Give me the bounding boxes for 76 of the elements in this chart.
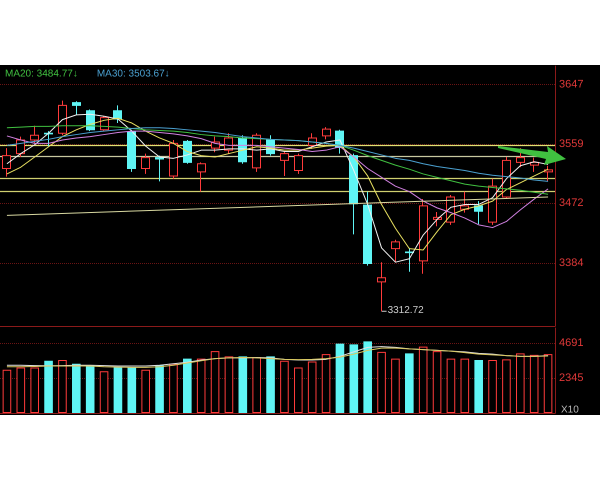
candlestick bbox=[30, 125, 39, 144]
bar bbox=[252, 357, 261, 413]
candlestick bbox=[127, 129, 136, 172]
y-axis-title: X10 bbox=[561, 404, 580, 416]
bar bbox=[308, 362, 316, 413]
candlestick bbox=[72, 100, 81, 116]
bar bbox=[169, 364, 178, 413]
candlestick bbox=[44, 130, 53, 147]
bar bbox=[322, 354, 330, 413]
candlestick bbox=[197, 162, 206, 192]
candlestick bbox=[530, 157, 539, 172]
bar bbox=[128, 368, 136, 413]
bar bbox=[391, 358, 400, 413]
bar bbox=[336, 344, 344, 413]
candlestick bbox=[169, 139, 178, 180]
candlestick bbox=[405, 247, 414, 272]
bar bbox=[238, 356, 248, 413]
bar bbox=[86, 365, 94, 413]
bar bbox=[44, 360, 53, 413]
candlestick bbox=[294, 153, 303, 174]
bar bbox=[446, 358, 456, 413]
bar bbox=[266, 356, 275, 413]
bar bbox=[460, 358, 470, 413]
bar bbox=[210, 351, 220, 413]
candlestick bbox=[113, 104, 122, 124]
candlestick bbox=[391, 239, 400, 263]
bar bbox=[294, 368, 303, 413]
candlestick bbox=[322, 126, 331, 140]
bar bbox=[350, 344, 358, 413]
bar bbox=[280, 360, 289, 413]
bar bbox=[100, 371, 108, 413]
bar bbox=[155, 365, 164, 413]
bar bbox=[377, 352, 386, 413]
bar bbox=[432, 351, 442, 413]
bar bbox=[2, 370, 12, 413]
text: MA30: 3503.67↓ bbox=[96, 68, 170, 80]
candlestick bbox=[141, 153, 150, 174]
bar bbox=[418, 346, 428, 413]
bar bbox=[530, 354, 538, 413]
bar bbox=[224, 356, 234, 413]
candlestick bbox=[419, 198, 428, 274]
candlestick bbox=[544, 165, 553, 182]
text: MA20: 3484.77↓ bbox=[5, 68, 78, 80]
bar bbox=[474, 360, 483, 413]
bar bbox=[58, 360, 67, 413]
annotation: 3312.72 bbox=[388, 304, 424, 316]
candlestick bbox=[155, 155, 164, 182]
bar bbox=[72, 364, 81, 413]
bar bbox=[183, 358, 192, 413]
candlestick bbox=[377, 262, 386, 312]
line-series bbox=[6, 127, 549, 182]
candlestick bbox=[363, 191, 372, 266]
bar bbox=[488, 360, 497, 413]
bar bbox=[363, 341, 372, 413]
candlestick bbox=[2, 148, 11, 178]
bar bbox=[544, 354, 552, 413]
bar bbox=[141, 370, 150, 413]
bar bbox=[502, 359, 511, 413]
candlestick bbox=[474, 200, 483, 225]
bar bbox=[196, 358, 206, 413]
y-tick-label: 3559 bbox=[559, 138, 584, 150]
bar bbox=[516, 353, 525, 413]
y-tick-label: 3647 bbox=[559, 78, 584, 90]
candlestick bbox=[58, 100, 67, 136]
line-series bbox=[6, 130, 549, 228]
y-tick-label: 3384 bbox=[559, 256, 584, 269]
bar bbox=[30, 368, 39, 413]
bar bbox=[114, 368, 122, 413]
bar bbox=[405, 353, 414, 413]
y-tick-label: 2345 bbox=[559, 372, 584, 384]
candlestick bbox=[349, 153, 358, 235]
candlestick bbox=[280, 151, 289, 176]
y-tick-label: 4691 bbox=[559, 337, 584, 350]
bar bbox=[16, 368, 26, 413]
y-tick-label: 3472 bbox=[559, 197, 584, 210]
candlestick bbox=[516, 148, 525, 168]
